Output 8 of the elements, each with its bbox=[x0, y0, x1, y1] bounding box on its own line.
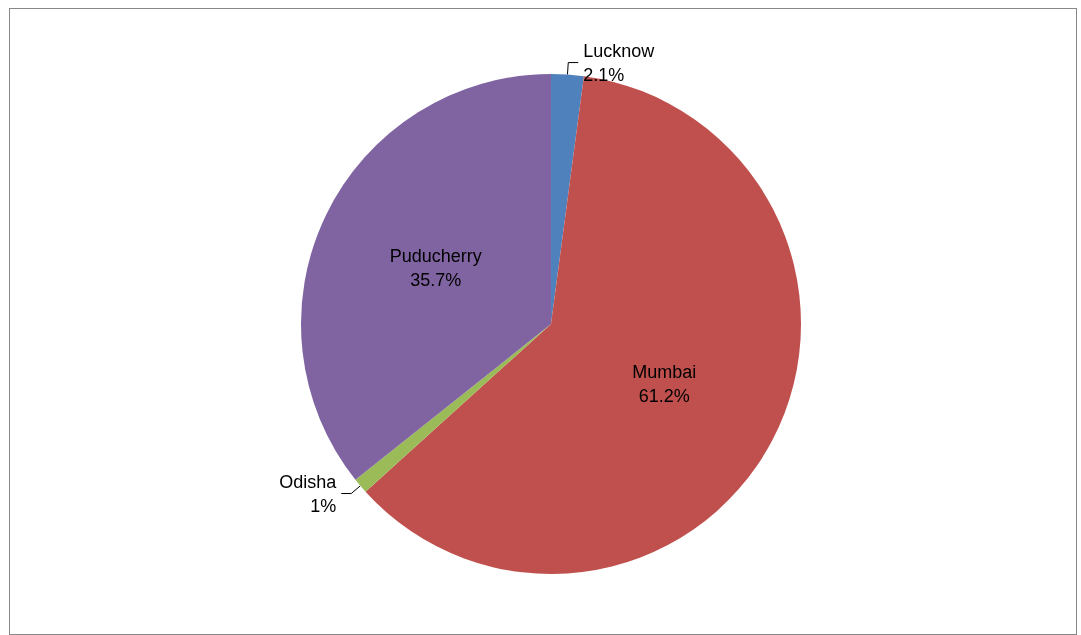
slice-label: Puducherry bbox=[389, 246, 482, 267]
data-label: 1% bbox=[310, 495, 337, 516]
data-label: 35.7% bbox=[410, 270, 462, 291]
slice-label: Lucknow bbox=[583, 40, 656, 61]
slice-label: Odisha bbox=[279, 471, 338, 492]
data-label: 61.2% bbox=[638, 385, 690, 406]
data-label: 2.1% bbox=[583, 64, 625, 85]
slice-label: Mumbai bbox=[632, 361, 697, 382]
